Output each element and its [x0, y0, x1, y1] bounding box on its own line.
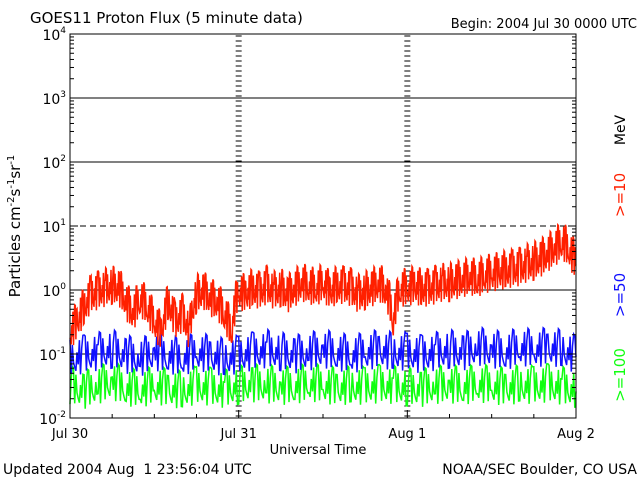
legend-entry: >=100 — [611, 348, 629, 402]
series-line — [69, 222, 577, 348]
y-tick-label: 102 — [42, 154, 66, 172]
legend-entry: >=10 — [611, 173, 629, 217]
series-line — [69, 325, 577, 376]
chart-title: GOES11 Proton Flux (5 minute data) — [30, 9, 303, 27]
x-tick-label: Aug 2 — [557, 427, 595, 442]
y-tick-label: 10-2 — [39, 410, 66, 428]
x-tick-label: Aug 1 — [388, 427, 426, 442]
series-layer — [69, 222, 577, 409]
source-credit: NOAA/SEC Boulder, CO USA — [442, 462, 637, 478]
grid — [70, 35, 576, 417]
x-tick-label: Jul 30 — [51, 427, 88, 442]
y-axis: 10-2 10-1 100 101 102 103 104 — [39, 26, 576, 428]
x-axis-label: Universal Time — [270, 443, 367, 458]
y-tick-label: 10-1 — [39, 346, 66, 364]
begin-time: Begin: 2004 Jul 30 0000 UTC — [451, 17, 637, 32]
y-tick-label: 101 — [42, 218, 66, 236]
x-tick-label: Jul 31 — [219, 427, 256, 442]
y-axis-label: Particles cm-2s-1sr-1 — [6, 155, 24, 298]
y-tick-label: 100 — [42, 282, 66, 300]
y-tick-label: 103 — [42, 90, 66, 108]
legend-entry: >=50 — [611, 273, 629, 317]
y-tick-label: 104 — [42, 26, 66, 44]
units-label: MeV — [613, 114, 629, 145]
x-axis: Jul 30 Jul 31 Aug 1 Aug 2 — [51, 410, 595, 442]
updated-timestamp: Updated 2004 Aug 1 23:56:04 UTC — [3, 462, 252, 478]
legend: >=10 >=50 >=100 — [611, 173, 629, 402]
series-line — [69, 361, 577, 409]
